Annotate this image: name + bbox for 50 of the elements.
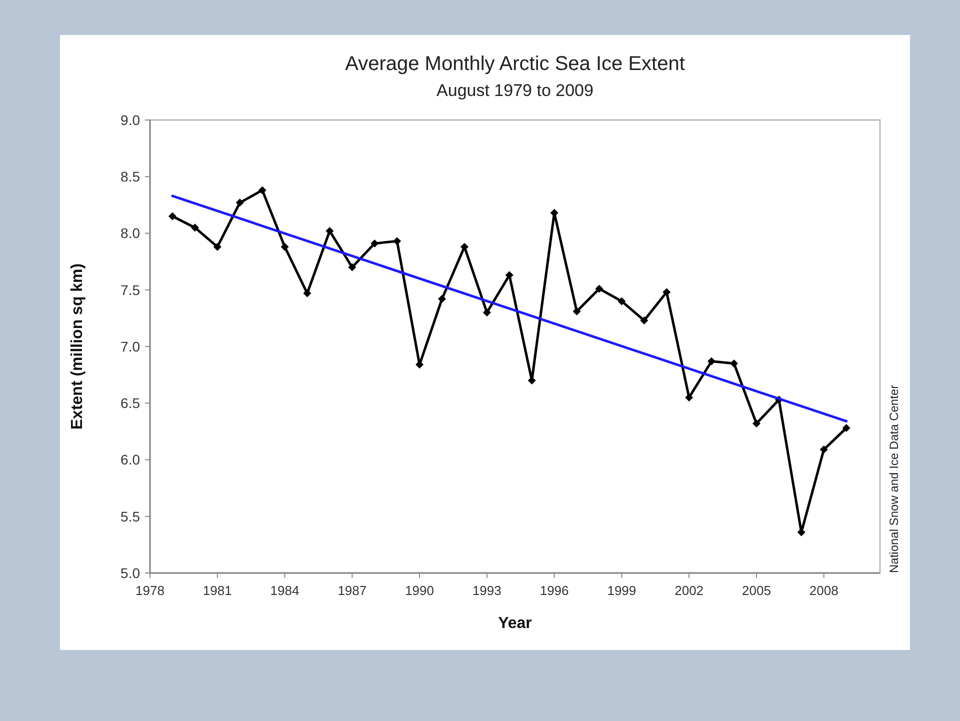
point [842, 424, 850, 432]
x-tick-label: 2005 [742, 583, 771, 598]
y-tick-label: 5.0 [120, 564, 140, 581]
y-tick-label: 7.0 [120, 338, 140, 354]
x-tick-label: 1990 [405, 583, 434, 598]
point [213, 242, 222, 251]
x-tick-label: 1978 [136, 583, 164, 598]
point [168, 212, 176, 220]
point [482, 308, 491, 317]
x-tick-label: 1996 [540, 583, 569, 598]
point [326, 226, 334, 235]
chart-title: Average Monthly Arctic Sea Ice Extent [345, 53, 686, 75]
y-tick-label: 9.0 [120, 112, 140, 128]
point [280, 242, 289, 251]
point [236, 198, 244, 207]
point [258, 186, 266, 194]
y-tick-label: 8.5 [120, 168, 140, 185]
y-tick-label: 8.0 [120, 225, 140, 242]
chart-subtitle: August 1979 to 2009 [436, 81, 594, 100]
point [618, 297, 626, 306]
point [393, 237, 402, 246]
text: National Snow and Ice Data Center [887, 384, 901, 573]
point [460, 242, 468, 251]
x-tick-label: 1999 [607, 583, 636, 598]
point [505, 271, 514, 280]
point [662, 288, 671, 296]
x-axis-title: Year [498, 615, 532, 632]
point [595, 284, 604, 293]
y-tick-label: 5.5 [120, 508, 140, 524]
point [438, 294, 446, 303]
point [370, 239, 379, 248]
point [752, 420, 760, 428]
x-tick-label: 1993 [472, 583, 502, 598]
point [348, 263, 356, 272]
point [730, 359, 738, 368]
point [708, 357, 716, 366]
y-tick-label: 7.5 [120, 282, 140, 298]
point [190, 224, 199, 232]
x-tick-label: 1987 [338, 583, 367, 598]
x-tick-label: 1984 [270, 583, 300, 598]
point [572, 307, 581, 316]
point [303, 289, 312, 298]
x-tick-label: 2008 [809, 583, 838, 598]
y-axis-title: Extent (million sq km) [69, 263, 86, 430]
x-tick-label: 2002 [674, 583, 704, 598]
x-tick-label: 1981 [202, 583, 232, 598]
y-tick-label: 6.5 [120, 395, 140, 412]
point [640, 316, 648, 324]
y-tick-label: 6.0 [120, 452, 140, 468]
point [820, 446, 828, 454]
